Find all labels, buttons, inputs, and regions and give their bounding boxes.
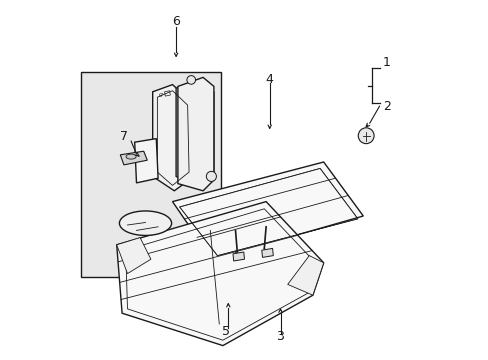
Ellipse shape xyxy=(119,211,171,235)
Polygon shape xyxy=(152,85,194,191)
Polygon shape xyxy=(261,248,273,257)
Circle shape xyxy=(358,128,373,144)
Text: 6: 6 xyxy=(172,15,180,28)
Polygon shape xyxy=(134,139,158,183)
Polygon shape xyxy=(172,162,363,259)
Polygon shape xyxy=(120,151,147,165)
Polygon shape xyxy=(287,256,323,295)
Circle shape xyxy=(206,171,216,181)
Text: 7: 7 xyxy=(120,130,128,143)
Ellipse shape xyxy=(126,154,136,159)
Polygon shape xyxy=(117,238,151,274)
Text: g: g xyxy=(159,92,163,97)
Text: 1: 1 xyxy=(382,57,390,69)
Circle shape xyxy=(186,76,195,84)
Text: 5: 5 xyxy=(222,325,230,338)
Text: 4: 4 xyxy=(265,73,273,86)
Polygon shape xyxy=(117,202,323,346)
Polygon shape xyxy=(232,252,244,261)
Polygon shape xyxy=(81,72,221,277)
Polygon shape xyxy=(178,77,213,191)
Text: 2: 2 xyxy=(382,100,390,113)
Polygon shape xyxy=(176,81,213,187)
Text: 3: 3 xyxy=(276,330,284,343)
